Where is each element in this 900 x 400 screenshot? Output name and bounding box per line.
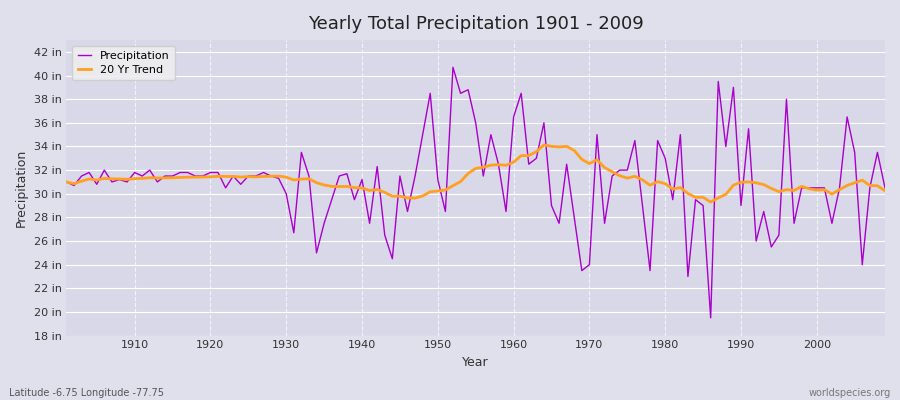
20 Yr Trend <box>879 188 890 193</box>
Line: Precipitation: Precipitation <box>67 67 885 318</box>
Y-axis label: Precipitation: Precipitation <box>15 149 28 227</box>
Precipitation <box>122 180 132 184</box>
20 Yr Trend <box>288 178 299 182</box>
20 Yr Trend <box>508 160 519 164</box>
Text: Latitude -6.75 Longitude -77.75: Latitude -6.75 Longitude -77.75 <box>9 388 164 398</box>
20 Yr Trend <box>122 177 132 182</box>
Precipitation <box>706 316 716 320</box>
20 Yr Trend <box>607 169 617 174</box>
Precipitation <box>447 65 458 70</box>
Precipitation <box>508 114 519 119</box>
Precipitation <box>516 91 526 96</box>
Precipitation <box>879 186 890 190</box>
20 Yr Trend <box>334 184 345 189</box>
Precipitation <box>288 230 299 235</box>
Title: Yearly Total Precipitation 1901 - 2009: Yearly Total Precipitation 1901 - 2009 <box>308 15 644 33</box>
20 Yr Trend <box>538 142 549 147</box>
X-axis label: Year: Year <box>463 356 489 369</box>
Legend: Precipitation, 20 Yr Trend: Precipitation, 20 Yr Trend <box>72 46 176 80</box>
Precipitation <box>334 174 345 178</box>
Precipitation <box>61 180 72 184</box>
Line: 20 Yr Trend: 20 Yr Trend <box>67 145 885 202</box>
20 Yr Trend <box>706 200 716 204</box>
20 Yr Trend <box>61 180 72 184</box>
Text: worldspecies.org: worldspecies.org <box>809 388 891 398</box>
Precipitation <box>607 174 617 178</box>
20 Yr Trend <box>500 163 511 168</box>
